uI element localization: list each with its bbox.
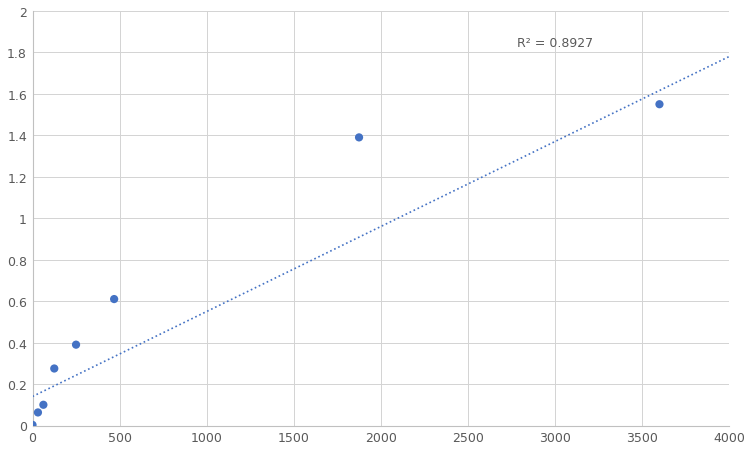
Point <box>653 101 666 109</box>
Point <box>70 341 82 349</box>
Point <box>108 296 120 303</box>
Point <box>353 134 365 142</box>
Point <box>32 409 44 416</box>
Point <box>48 365 60 372</box>
Point <box>26 421 38 428</box>
Point <box>38 401 50 409</box>
Text: R² = 0.8927: R² = 0.8927 <box>517 37 593 50</box>
